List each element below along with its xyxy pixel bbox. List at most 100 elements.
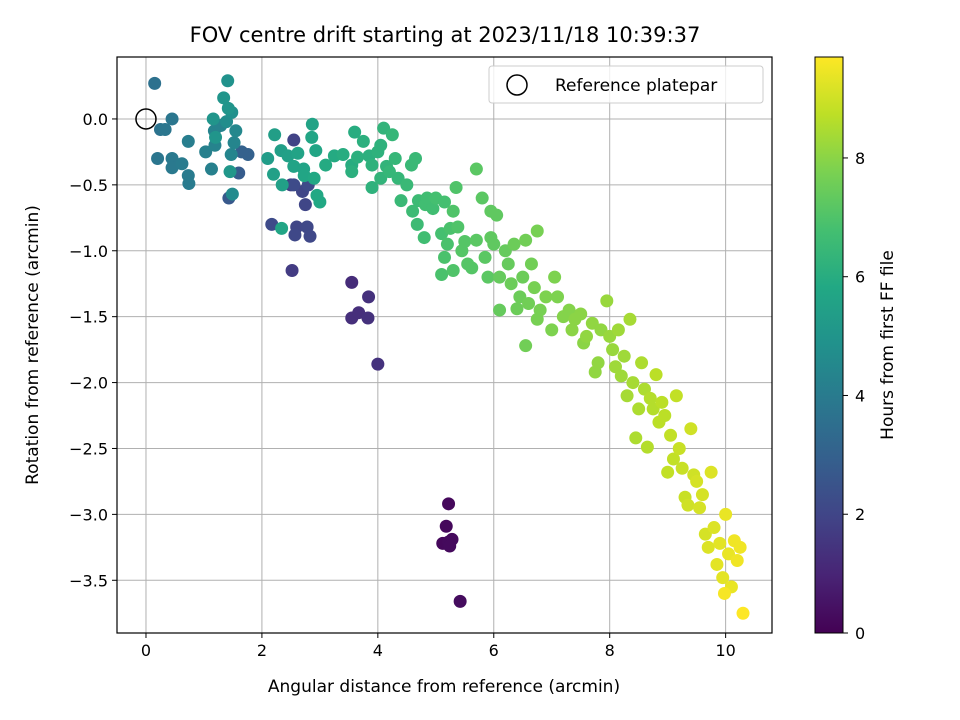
- scatter-point: [426, 202, 440, 216]
- scatter-point: [336, 148, 350, 162]
- scatter-point: [617, 349, 631, 363]
- scatter-point: [303, 229, 317, 243]
- scatter-point: [661, 465, 675, 479]
- scatter-point: [643, 391, 657, 405]
- scatter-point: [626, 376, 640, 390]
- scatter-point: [606, 343, 620, 357]
- grid-horizontal: [117, 118, 772, 581]
- scatter-point: [446, 264, 460, 278]
- scatter-point: [690, 474, 704, 488]
- scatter-point: [225, 187, 239, 201]
- scatter-point: [345, 165, 359, 179]
- scatter-point: [487, 237, 501, 251]
- y-tick-label: −3.5: [69, 571, 108, 590]
- scatter-point: [287, 178, 301, 192]
- colorbar-ticks: 0 2 4 6 8: [843, 149, 865, 643]
- scatter-point: [285, 264, 299, 278]
- scatter-point: [733, 540, 747, 554]
- scatter-point: [224, 148, 238, 162]
- scatter-point: [267, 167, 281, 181]
- scatter-point: [400, 178, 414, 192]
- scatter-point: [614, 369, 628, 383]
- scatter-point: [666, 452, 680, 466]
- scatter-point: [406, 204, 420, 218]
- scatter-point: [351, 150, 365, 164]
- scatter-point: [449, 180, 463, 194]
- scatter-point: [490, 208, 504, 222]
- scatter-point: [591, 356, 605, 370]
- scatter-point: [439, 519, 453, 533]
- scatter-point: [165, 151, 179, 165]
- scatter-point: [443, 539, 457, 553]
- scatter-point: [465, 261, 479, 275]
- scatter-point: [719, 507, 733, 521]
- scatter-point: [710, 557, 724, 571]
- scatter-point: [297, 169, 311, 183]
- scatter-point: [365, 180, 379, 194]
- scatter-point: [675, 461, 689, 475]
- colorbar-tick-label: 8: [855, 149, 865, 168]
- scatter-point: [539, 290, 553, 304]
- legend-box: [488, 65, 764, 104]
- scatter-point: [313, 195, 327, 209]
- colorbar-tick-label: 2: [855, 505, 865, 524]
- y-tick-label: −2.5: [69, 439, 108, 458]
- scatter-point: [493, 303, 507, 317]
- scatter-point: [438, 250, 451, 264]
- scatter-point: [469, 162, 483, 176]
- y-tick-label: −3.0: [69, 505, 108, 524]
- scatter-point: [348, 125, 362, 139]
- scatter-point: [701, 540, 715, 554]
- colorbar-label: Hours from first FF file: [878, 250, 898, 440]
- scatter-point: [519, 339, 533, 353]
- scatter-point: [345, 275, 359, 289]
- scatter-point: [574, 307, 588, 321]
- scatter-point: [217, 91, 231, 105]
- scatter-point: [227, 136, 241, 150]
- y-tick-label: −1.5: [69, 308, 108, 327]
- scatter-point: [385, 128, 399, 142]
- scatter-point: [453, 594, 467, 608]
- scatter-point: [545, 323, 559, 337]
- scatter-point: [716, 571, 730, 585]
- x-tick-label: 6: [489, 641, 499, 660]
- scatter-point: [600, 294, 614, 308]
- x-tick-label: 0: [141, 641, 151, 660]
- scatter-point: [664, 428, 678, 442]
- x-tick-label: 10: [715, 641, 735, 660]
- scatter-point: [261, 151, 275, 165]
- scatter-point: [655, 395, 669, 409]
- scatter-point: [435, 267, 449, 281]
- x-axis-label: Angular distance from reference (arcmin): [268, 677, 620, 697]
- scatter-point: [151, 151, 165, 165]
- scatter-point: [235, 145, 249, 159]
- scatter-point: [551, 290, 565, 304]
- scatter-point: [175, 157, 189, 171]
- scatter-point: [704, 465, 718, 479]
- scatter-point: [640, 440, 654, 454]
- scatter-point: [510, 302, 524, 316]
- scatter-point: [611, 323, 625, 337]
- y-tick-label: −0.5: [69, 176, 108, 195]
- scatter-point: [204, 162, 218, 176]
- scatter-point: [478, 250, 492, 264]
- scatter-point: [440, 237, 454, 251]
- scatter-point: [221, 74, 235, 88]
- scatter-point: [362, 290, 376, 304]
- scatter-point: [229, 124, 243, 138]
- scatter-point: [199, 145, 213, 159]
- scatter-point: [309, 144, 323, 158]
- scatter-point: [481, 270, 495, 284]
- scatter-point: [632, 402, 646, 416]
- chart-title: FOV centre drift starting at 2023/11/18 …: [190, 23, 701, 47]
- scatter-point: [298, 198, 312, 212]
- scatter-point: [516, 270, 530, 284]
- scatter-point: [681, 498, 695, 512]
- legend-marker-icon: [506, 74, 528, 96]
- scatter-point: [519, 233, 533, 247]
- scatter-point: [394, 194, 408, 208]
- colorbar-tick-label: 6: [855, 268, 865, 287]
- plot-area: 0 2 4 6 8 10 0.0 −0.5 −1.0 −1.5 −2.0 −2.5 −3.0 −3.5: [69, 56, 773, 660]
- scatter-point: [649, 368, 663, 382]
- scatter-point: [374, 138, 388, 152]
